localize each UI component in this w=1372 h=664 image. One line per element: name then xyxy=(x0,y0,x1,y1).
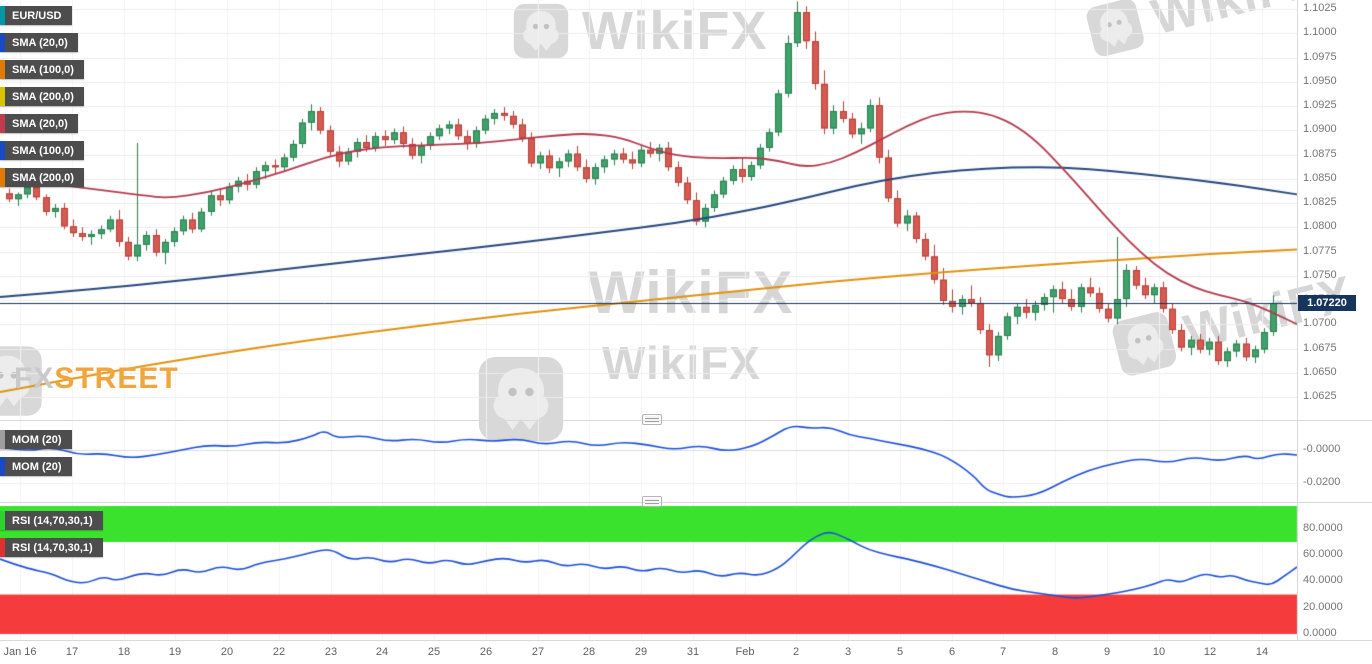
legend-color-marker xyxy=(0,430,5,449)
price-axis-label: 1.1000 xyxy=(1303,26,1337,38)
rsi-axis-label: 40.0000 xyxy=(1303,574,1343,586)
x-axis-label: 22 xyxy=(272,646,286,658)
x-axis-label: Feb xyxy=(735,646,755,658)
x-axis-label: 18 xyxy=(117,646,131,658)
legend-item-rsi-1[interactable]: RSI (14,70,30,1) xyxy=(0,538,103,557)
legend-color-marker xyxy=(0,457,5,476)
legend-color-marker xyxy=(0,60,5,79)
mom-axis-label: -0.0200 xyxy=(1303,476,1341,488)
legend-item-main-5[interactable]: SMA (100,0) xyxy=(0,141,84,160)
rsi-axis-label: 20.0000 xyxy=(1303,601,1343,613)
x-axis-label: 5 xyxy=(896,646,904,658)
price-axis-label: 1.0775 xyxy=(1303,245,1337,257)
legend-item-mom-1[interactable]: MOM (20) xyxy=(0,457,72,476)
legend-item-rsi-0[interactable]: RSI (14,70,30,1) xyxy=(0,511,103,530)
x-axis-label: 24 xyxy=(375,646,389,658)
legend-item-label: RSI (14,70,30,1) xyxy=(12,514,93,527)
legend-item-label: SMA (200,0) xyxy=(12,90,74,103)
rsi-axis-label: 60.0000 xyxy=(1303,548,1343,560)
price-axis-label: 1.0800 xyxy=(1303,220,1337,232)
legend-item-mom-0[interactable]: MOM (20) xyxy=(0,430,72,449)
legend-color-marker xyxy=(0,141,5,160)
price-axis-label: 1.0675 xyxy=(1303,342,1337,354)
x-axis-label: 26 xyxy=(479,646,493,658)
x-axis-label: 28 xyxy=(582,646,596,658)
price-axis-label: 1.0925 xyxy=(1303,99,1337,111)
x-axis-label: 2 xyxy=(792,646,800,658)
legend-color-marker xyxy=(0,6,5,25)
last-price-badge: 1.07220 xyxy=(1298,295,1356,311)
x-axis-label: Jan 16 xyxy=(3,646,37,658)
legend-mom: MOM (20) MOM (20) xyxy=(0,430,72,484)
price-axis-label: 1.0625 xyxy=(1303,390,1337,402)
legend-item-main-3[interactable]: SMA (200,0) xyxy=(0,87,84,106)
price-axis-label: 1.0975 xyxy=(1303,51,1337,63)
x-axis-label: 14 xyxy=(1255,646,1269,658)
legend-item-label: RSI (14,70,30,1) xyxy=(12,541,93,554)
legend-main: EUR/USD SMA (20,0) SMA (100,0) SMA (200,0) S… xyxy=(0,6,84,195)
mom-axis-label: -0.0000 xyxy=(1303,443,1341,455)
x-axis-label: 6 xyxy=(948,646,956,658)
price-axis-separator xyxy=(1297,0,1298,640)
legend-color-marker xyxy=(0,538,5,557)
price-axis-label: 1.0850 xyxy=(1303,172,1337,184)
x-axis-label: 8 xyxy=(1051,646,1059,658)
x-axis-label: 3 xyxy=(844,646,852,658)
legend-item-main-1[interactable]: SMA (20,0) xyxy=(0,33,78,52)
panel-resize-handle[interactable] xyxy=(642,496,662,507)
x-axis-label: 19 xyxy=(168,646,182,658)
legend-color-marker xyxy=(0,87,5,106)
legend-item-label: SMA (20,0) xyxy=(12,117,68,130)
x-axis-label: 20 xyxy=(220,646,234,658)
x-axis-label: 31 xyxy=(686,646,700,658)
legend-item-main-4[interactable]: SMA (20,0) xyxy=(0,114,78,133)
legend-item-label: EUR/USD xyxy=(12,9,62,22)
rsi-axis-label: 80.0000 xyxy=(1303,522,1343,534)
price-axis-label: 1.0750 xyxy=(1303,269,1337,281)
price-axis-label: 1.1025 xyxy=(1303,2,1337,14)
legend-item-main-6[interactable]: SMA (200,0) xyxy=(0,168,84,187)
x-axis-label: 10 xyxy=(1152,646,1166,658)
panel-resize-handle[interactable] xyxy=(642,414,662,425)
legend-item-label: MOM (20) xyxy=(12,433,62,446)
legend-item-label: SMA (100,0) xyxy=(12,144,74,157)
legend-rsi: RSI (14,70,30,1) RSI (14,70,30,1) xyxy=(0,511,103,565)
price-axis-label: 1.0700 xyxy=(1303,317,1337,329)
axis-separator xyxy=(0,640,1372,641)
legend-item-main-2[interactable]: SMA (100,0) xyxy=(0,60,84,79)
legend-color-marker xyxy=(0,511,5,530)
price-axis-label: 1.0950 xyxy=(1303,75,1337,87)
legend-item-label: SMA (200,0) xyxy=(12,171,74,184)
x-axis-label: 12 xyxy=(1203,646,1217,658)
x-axis-label: 7 xyxy=(999,646,1007,658)
legend-item-label: SMA (20,0) xyxy=(12,36,68,49)
legend-item-label: SMA (100,0) xyxy=(12,63,74,76)
x-axis-label: 25 xyxy=(427,646,441,658)
x-axis-label: 29 xyxy=(634,646,648,658)
legend-color-marker xyxy=(0,33,5,52)
x-axis-label: 9 xyxy=(1103,646,1111,658)
legend-color-marker xyxy=(0,114,5,133)
legend-item-main-0[interactable]: EUR/USD xyxy=(0,6,72,25)
panel-separator xyxy=(0,502,1372,503)
rsi-axis-label: 0.0000 xyxy=(1303,627,1337,639)
price-axis-label: 1.0650 xyxy=(1303,366,1337,378)
legend-color-marker xyxy=(0,168,5,187)
x-axis-label: 17 xyxy=(65,646,79,658)
panel-separator xyxy=(0,420,1372,421)
price-axis-label: 1.0825 xyxy=(1303,196,1337,208)
x-axis-label: 27 xyxy=(531,646,545,658)
x-axis-label: 23 xyxy=(324,646,338,658)
legend-item-label: MOM (20) xyxy=(12,460,62,473)
price-axis-label: 1.0900 xyxy=(1303,123,1337,135)
price-axis-label: 1.0875 xyxy=(1303,148,1337,160)
